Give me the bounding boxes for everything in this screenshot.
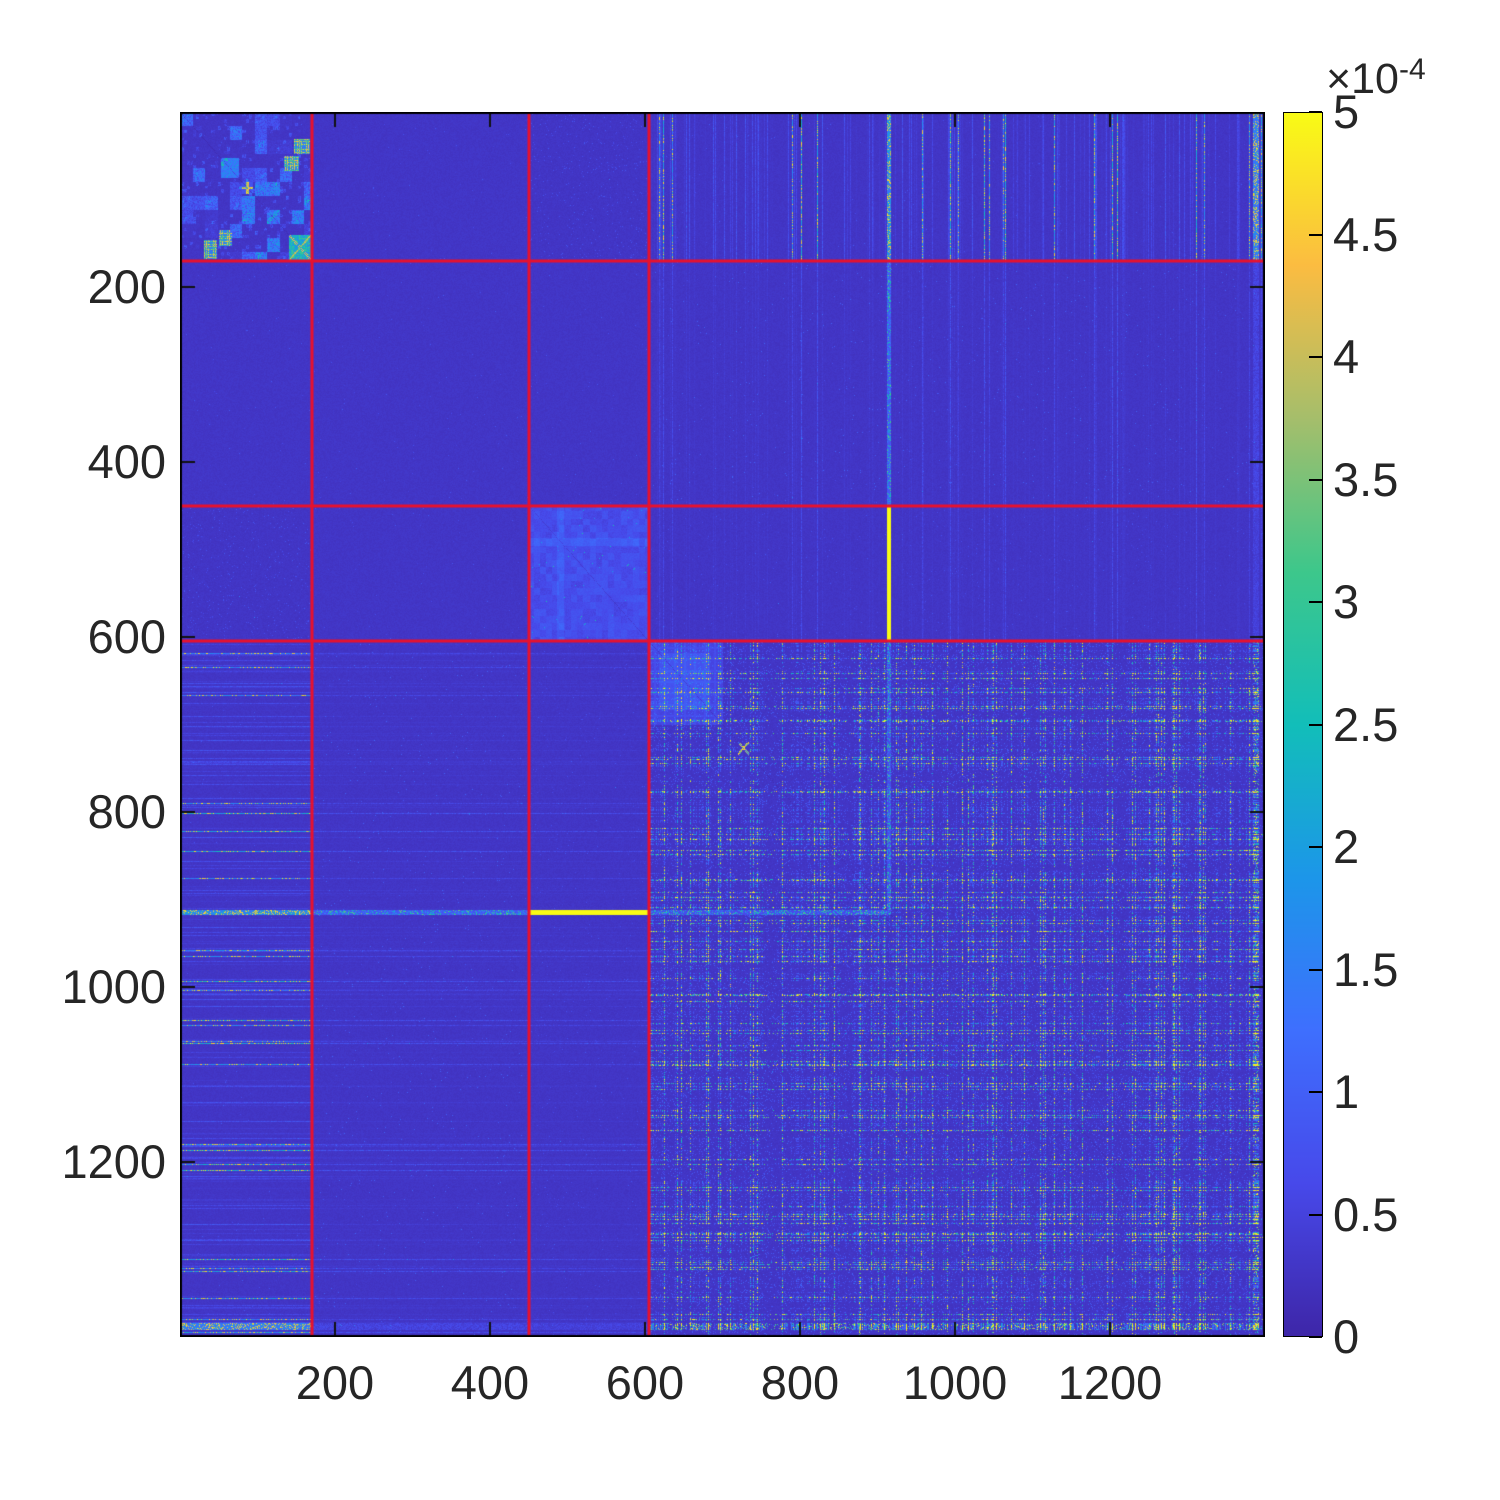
y-tick-label: 400 <box>87 435 166 488</box>
x-tick-label: 800 <box>760 1356 840 1409</box>
colorbar-tick-mark <box>1309 111 1322 113</box>
x-tick-label: 400 <box>450 1356 530 1409</box>
colorbar-tick-mark <box>1309 846 1322 848</box>
y-tick-label: 200 <box>87 260 166 313</box>
y-tick-label: 600 <box>87 610 166 663</box>
colorbar-tick-label: 0.5 <box>1333 1187 1399 1241</box>
colorbar-tick-label: 4 <box>1333 330 1360 383</box>
y-tick-label: 800 <box>87 785 166 838</box>
colorbar-tick-mark <box>1309 968 1322 971</box>
colorbar-tick-label: 4.5 <box>1333 207 1399 261</box>
exponent-power: -4 <box>1398 53 1426 86</box>
colorbar-tick-label: 0 <box>1333 1310 1360 1363</box>
colorbar-tick-mark <box>1309 1213 1322 1216</box>
colorbar-tick-label: 3 <box>1333 575 1360 628</box>
colorbar-tick-mark <box>1309 478 1322 481</box>
colorbar-tick-label: 3.5 <box>1333 452 1399 506</box>
colorbar-tick-mark <box>1309 356 1322 358</box>
heatmap-canvas <box>180 112 1265 1337</box>
colorbar-tick-label: 2.5 <box>1333 697 1399 751</box>
y-tick-label: 1200 <box>61 1135 166 1188</box>
colorbar-tick-mark <box>1309 1091 1322 1093</box>
colorbar-tick-mark <box>1309 1336 1322 1338</box>
x-tick-label: 1000 <box>902 1356 1008 1409</box>
y-tick-label: 1000 <box>61 960 166 1013</box>
colorbar-tick-mark <box>1309 723 1322 726</box>
colorbar-tick-label: 1.5 <box>1333 942 1399 996</box>
exponent-prefix: ×10 <box>1326 55 1399 103</box>
colorbar-tick-mark <box>1309 601 1322 603</box>
colorbar-tick-label: 5 <box>1333 85 1360 138</box>
x-tick-label: 200 <box>295 1356 375 1409</box>
colorbar-tick-mark <box>1309 233 1322 236</box>
colorbar-exponent-label: ×10-4 <box>1326 46 1426 103</box>
colorbar-tick-label: 2 <box>1333 820 1360 873</box>
x-tick-label: 600 <box>605 1356 685 1409</box>
colorbar-tick-label: 1 <box>1333 1065 1360 1118</box>
x-tick-label: 1200 <box>1057 1356 1163 1409</box>
